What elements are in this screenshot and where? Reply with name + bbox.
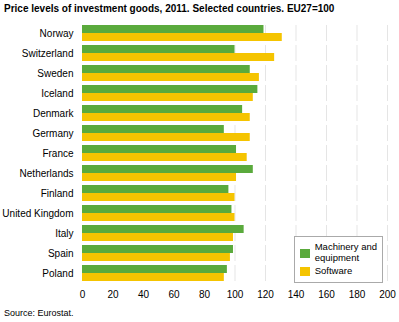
svg-text:100: 100: [227, 289, 244, 300]
svg-text:Netherlands: Netherlands: [20, 168, 74, 179]
svg-text:Poland: Poland: [42, 268, 73, 279]
svg-text:France: France: [42, 148, 74, 159]
html-text:Price levels of investment goo: Price levels of investment goods, 2011. …: [4, 3, 335, 14]
svg-text:Denmark: Denmark: [33, 108, 75, 119]
html-text:Machinery and equipment: Machinery and equipment: [314, 241, 377, 264]
svg-text:120: 120: [257, 289, 274, 300]
svg-text:Finland: Finland: [41, 188, 74, 199]
svg-text:80: 80: [199, 289, 211, 300]
svg-text:160: 160: [318, 289, 335, 300]
svg-text:140: 140: [288, 289, 305, 300]
svg-text:Spain: Spain: [48, 248, 74, 259]
svg-text:60: 60: [168, 289, 180, 300]
svg-text:40: 40: [138, 289, 150, 300]
svg-text:Italy: Italy: [55, 228, 73, 239]
svg-text:United Kingdom: United Kingdom: [2, 208, 73, 219]
svg-text:200: 200: [379, 289, 396, 300]
svg-text:0: 0: [80, 289, 86, 300]
svg-text:Iceland: Iceland: [41, 88, 73, 99]
html-text:Software: Software: [314, 265, 353, 277]
html-text:Source: Eurostat.: Source: Eurostat.: [4, 308, 74, 318]
svg-text:Germany: Germany: [32, 128, 73, 139]
svg-text:180: 180: [349, 289, 366, 300]
svg-text:Norway: Norway: [40, 28, 74, 39]
svg-text:Switzerland: Switzerland: [22, 48, 74, 59]
svg-text:20: 20: [107, 289, 119, 300]
svg-text:Sweden: Sweden: [37, 68, 73, 79]
